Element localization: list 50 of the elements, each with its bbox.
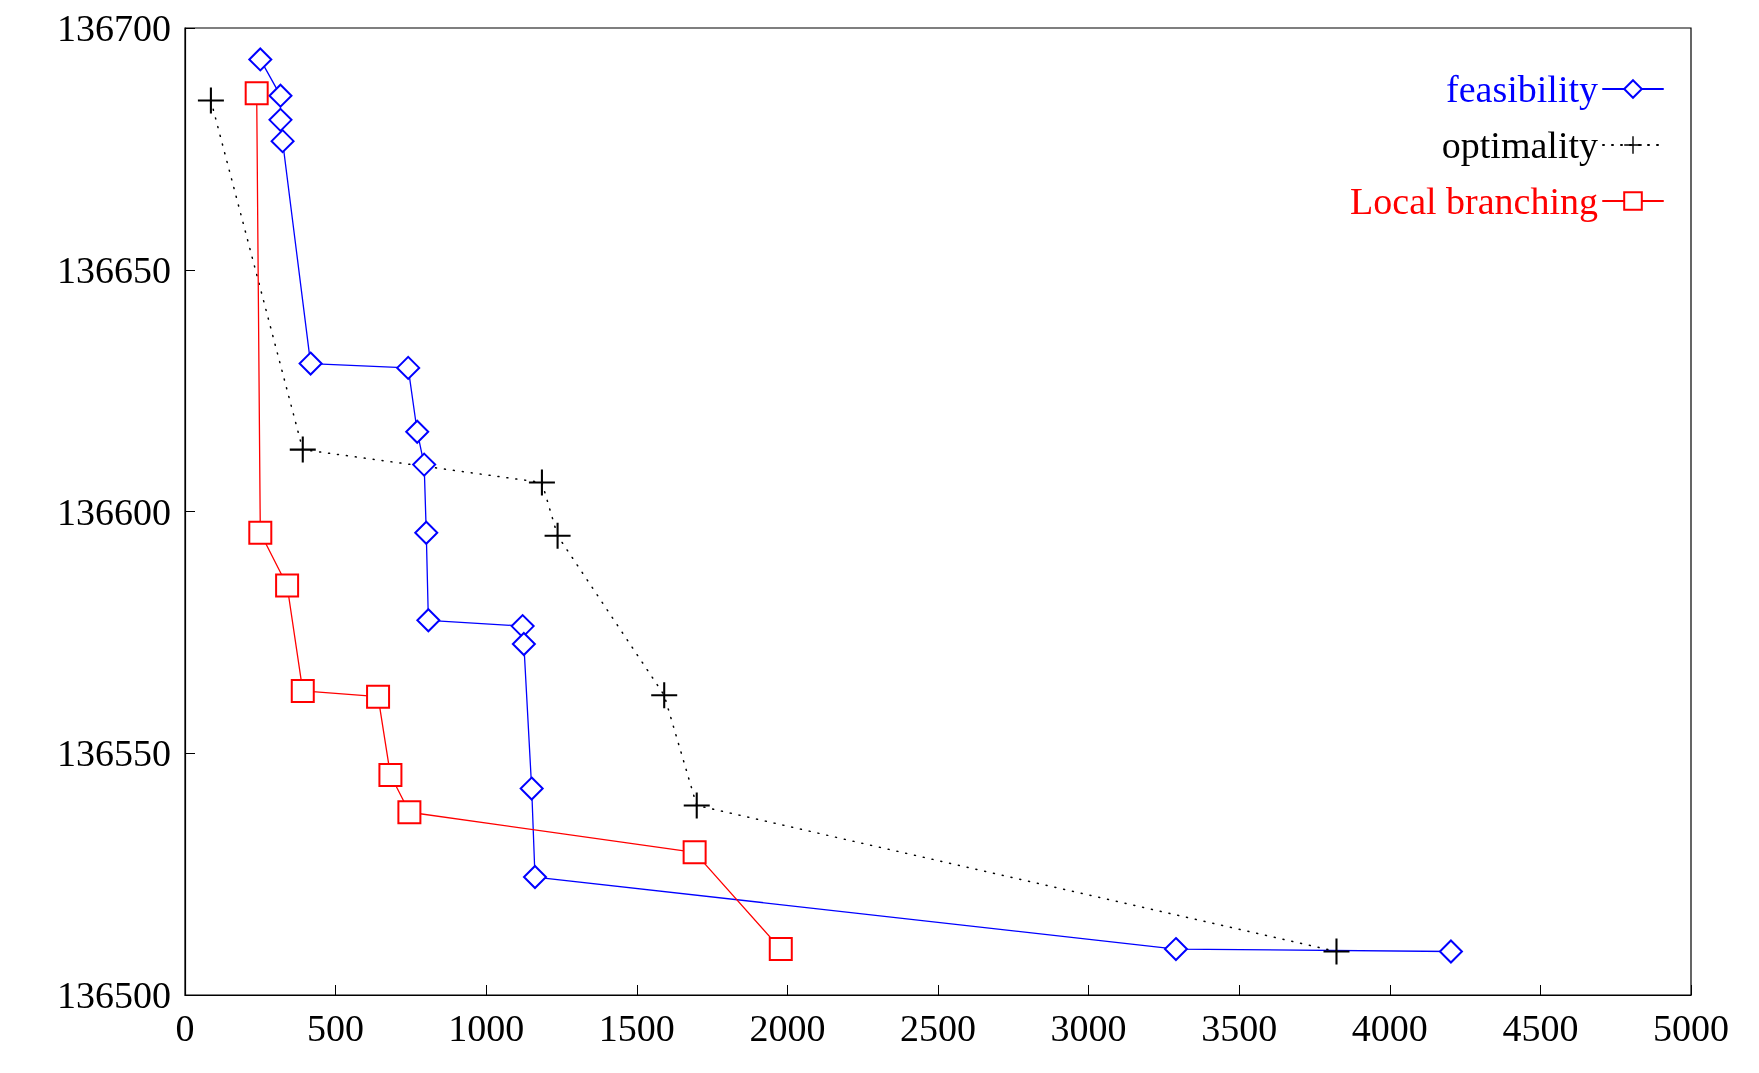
point: [1163, 937, 1188, 962]
x-tick-label: 500: [307, 1007, 365, 1049]
point: [290, 678, 315, 703]
point: [522, 865, 547, 890]
x-tick-label: 4500: [1502, 1007, 1579, 1049]
point: [289, 436, 316, 463]
point: [275, 573, 300, 598]
point: [519, 776, 544, 801]
y-tick-label: 136550: [57, 732, 171, 775]
point: [412, 452, 437, 477]
point: [396, 355, 421, 380]
x-tick-label: 2500: [900, 1007, 976, 1049]
point: [197, 87, 224, 114]
point: [651, 682, 678, 709]
x-tick-label: 3500: [1201, 1007, 1278, 1049]
point: [1323, 938, 1350, 965]
point: [544, 522, 571, 549]
point: [416, 608, 441, 633]
x-tick-label: 4000: [1351, 1007, 1428, 1049]
point: [366, 684, 391, 709]
legend-label: feasibility: [1446, 68, 1598, 110]
point: [511, 631, 536, 656]
point: [682, 840, 707, 865]
x-tick-label: 5000: [1653, 1007, 1729, 1049]
point: [248, 47, 273, 72]
point: [268, 83, 293, 108]
point: [270, 129, 295, 154]
point: [268, 107, 293, 132]
x-tick-label: 3000: [1050, 1007, 1127, 1049]
point: [248, 520, 273, 545]
x-tick-label: 0: [175, 1007, 195, 1049]
point: [768, 937, 793, 962]
x-tick-label: 1500: [598, 1007, 675, 1049]
y-tick-label: 136600: [57, 490, 171, 533]
legend-label: Local branching: [1350, 180, 1598, 222]
x-tick-label: 2000: [749, 1007, 826, 1049]
point: [244, 81, 269, 106]
point: [378, 763, 403, 788]
x-tick-label: 1000: [448, 1007, 525, 1049]
point: [414, 520, 439, 545]
y-tick-label: 136700: [57, 7, 171, 49]
point: [397, 800, 422, 825]
y-tick-label: 136500: [57, 974, 171, 1016]
y-tick-label: 136650: [57, 248, 171, 291]
point: [405, 419, 430, 444]
point: [298, 351, 323, 376]
legend-label: optimality: [1441, 124, 1598, 166]
point: [528, 469, 555, 496]
point: [1438, 939, 1463, 964]
point: [683, 792, 710, 819]
